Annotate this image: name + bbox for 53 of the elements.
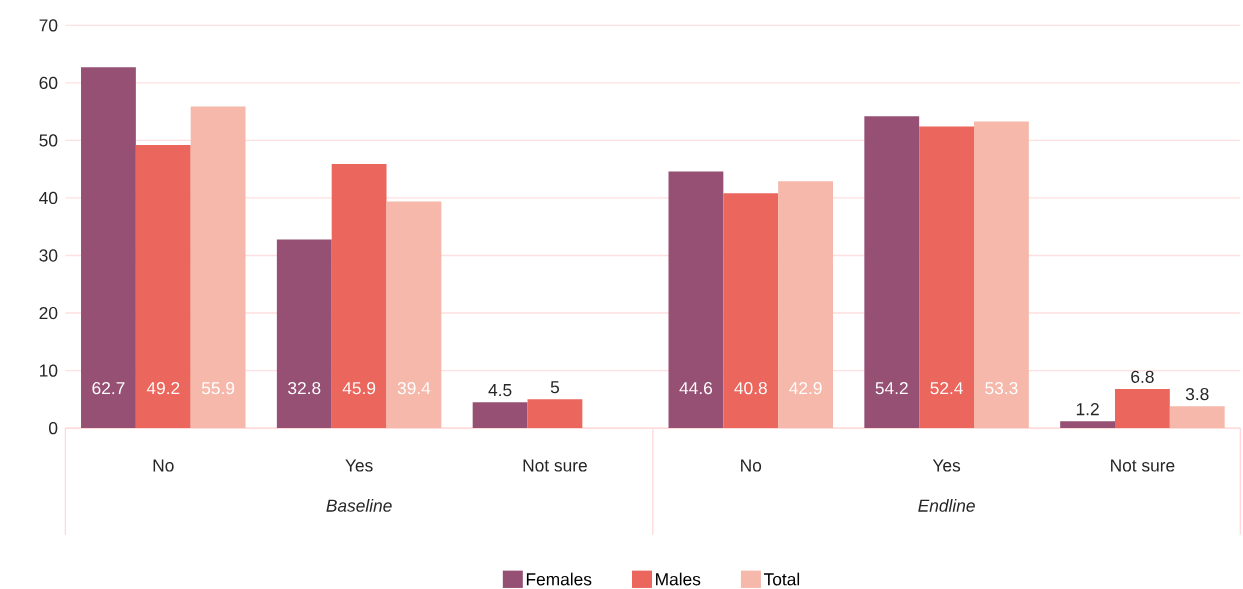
bar xyxy=(1169,406,1225,428)
y-tick-label: 0 xyxy=(49,421,58,435)
y-tick-label: 20 xyxy=(39,306,58,319)
bar xyxy=(135,144,191,428)
x-tick-label: No xyxy=(153,459,174,472)
x-tick-label: Not sure xyxy=(1111,459,1175,472)
y-tick-label: 60 xyxy=(39,76,58,89)
bar xyxy=(974,121,1029,428)
data-label: 54.2 xyxy=(875,381,908,394)
data-label: 3.8 xyxy=(1185,387,1209,400)
data-label: 40.8 xyxy=(734,381,767,394)
bar xyxy=(668,171,724,428)
data-label: 53.3 xyxy=(985,381,1018,394)
data-label: 5 xyxy=(550,380,560,394)
y-tick-label: 10 xyxy=(40,364,58,377)
data-label: 1.2 xyxy=(1076,402,1099,415)
bar xyxy=(81,67,136,428)
data-label: 44.6 xyxy=(679,381,713,394)
bar xyxy=(190,106,246,428)
bar xyxy=(778,181,834,428)
legend-label: Total xyxy=(763,572,800,586)
bar xyxy=(723,193,779,428)
x-tick-label: No xyxy=(741,459,762,472)
bar xyxy=(864,116,920,428)
data-label: 62.7 xyxy=(92,381,125,394)
y-tick-label: 50 xyxy=(39,134,58,147)
bar xyxy=(386,201,442,428)
bar xyxy=(472,401,528,428)
bar xyxy=(919,126,974,428)
bar xyxy=(1060,420,1115,428)
data-label: 52.4 xyxy=(930,381,963,394)
text: Baseline xyxy=(326,498,392,512)
data-label: 32.8 xyxy=(288,381,321,394)
legend-label: Males xyxy=(656,572,701,586)
legend-label: Females xyxy=(526,572,592,586)
data-label: 4.5 xyxy=(488,383,512,396)
data-label: 55.9 xyxy=(201,381,235,394)
bar xyxy=(527,399,583,428)
x-tick-label: Not sure xyxy=(523,459,587,472)
bar xyxy=(331,163,387,428)
data-label: 39.4 xyxy=(397,381,431,394)
x-tick-label: Yes xyxy=(932,459,961,472)
text: Endline xyxy=(918,498,975,512)
bar xyxy=(276,239,332,428)
x-tick-label: Yes xyxy=(345,459,373,472)
y-tick-label: 70 xyxy=(39,18,58,32)
data-label: 45.9 xyxy=(342,381,376,394)
bar xyxy=(1115,388,1170,428)
data-label: 6.8 xyxy=(1131,370,1154,383)
y-tick-label: 40 xyxy=(39,191,58,204)
y-tick-label: 30 xyxy=(39,249,58,262)
data-label: 42.9 xyxy=(789,381,822,394)
data-label: 49.2 xyxy=(146,381,180,394)
